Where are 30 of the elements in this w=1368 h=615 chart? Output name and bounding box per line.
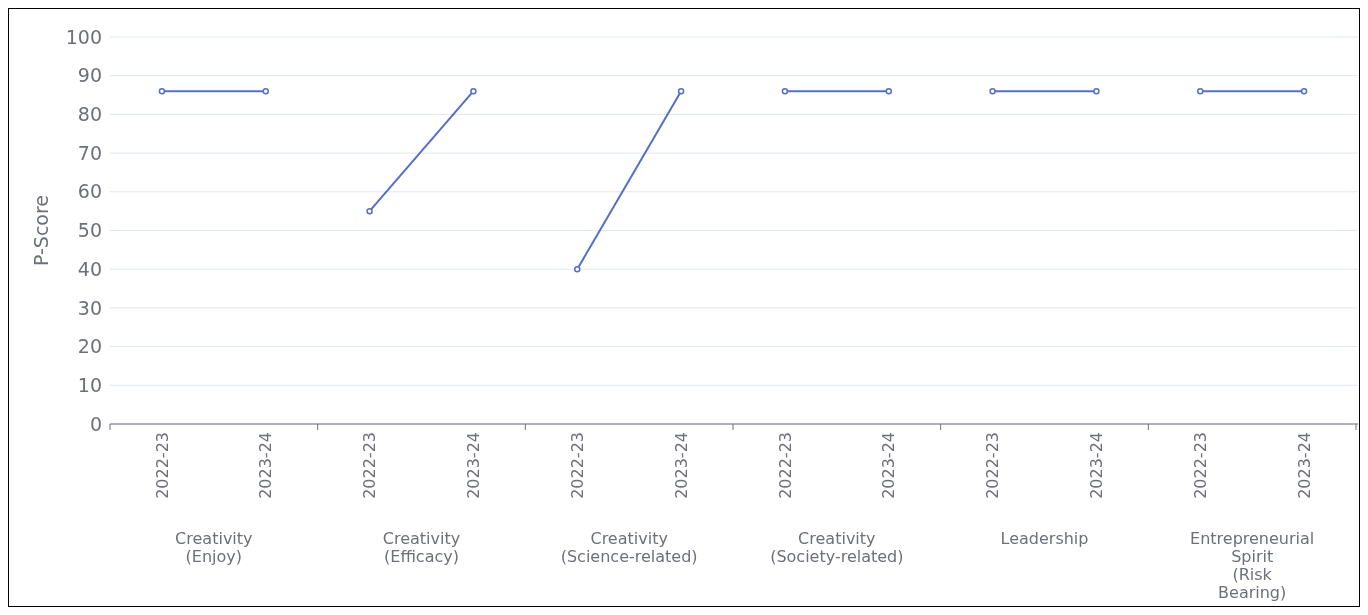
x-tick-label: 2022-23 [1190, 432, 1210, 499]
x-tick-label: 2023-24 [256, 432, 276, 499]
x-tick-label: 2022-23 [983, 432, 1003, 499]
y-tick-label: 10 [77, 373, 102, 396]
x-tick-label: 2023-24 [1087, 432, 1107, 499]
y-tick-label: 50 [77, 219, 102, 242]
x-tick-label: 2022-23 [152, 432, 172, 499]
y-tick-label: 60 [77, 180, 102, 203]
text: Creativity (Science-related) [560, 529, 698, 566]
x-tick-label: 2023-24 [671, 432, 691, 499]
x-tick-label: 2023-24 [879, 432, 899, 499]
y-tick-label: 90 [77, 64, 102, 87]
text: Creativity (Enjoy) [175, 529, 253, 566]
x-tick-label: 2023-24 [1294, 432, 1314, 499]
text: Entrepreneurial Spirit (Risk Bearing) [1190, 529, 1315, 602]
y-tick-label: 0 [89, 412, 102, 435]
y-tick-label: 100 [65, 25, 102, 48]
x-tick-label: 2022-23 [775, 432, 795, 499]
x-tick-label: 2023-24 [464, 432, 484, 499]
y-tick-label: 30 [77, 296, 102, 319]
y-tick-label: 20 [77, 335, 102, 358]
x-tick-label: 2022-23 [567, 432, 587, 499]
text: Leadership [1000, 529, 1089, 548]
y-axis-title: P-Score [30, 194, 52, 267]
y-tick-label: 40 [77, 257, 102, 280]
x-tick-label: 2022-23 [360, 432, 380, 499]
text: Creativity (Society-related) [770, 529, 904, 566]
y-tick-label: 80 [77, 103, 102, 126]
y-tick-label: 70 [77, 141, 102, 164]
text: Creativity (Efficacy) [382, 529, 461, 566]
